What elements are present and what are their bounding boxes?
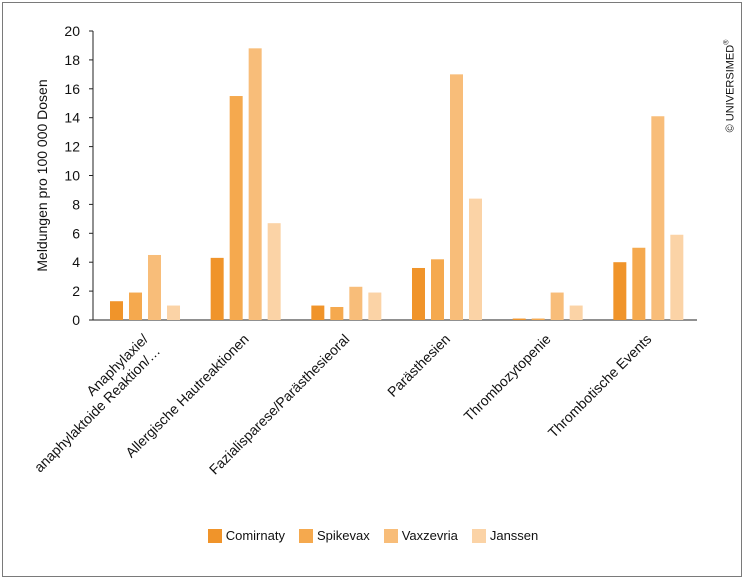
bar-spikevax-6 bbox=[632, 247, 646, 320]
bar-comirnaty-2 bbox=[210, 257, 224, 320]
legend-swatch-janssen bbox=[471, 528, 486, 543]
legend-item-janssen: Janssen bbox=[471, 528, 539, 543]
bar-janssen-2 bbox=[267, 223, 281, 320]
y-tick-label: 2 bbox=[72, 283, 80, 299]
copyright-notice: © UNIVERSIMED® bbox=[723, 39, 737, 133]
bar-janssen-5 bbox=[569, 305, 583, 320]
legend-label-vaxzevria: Vaxzevria bbox=[401, 528, 458, 543]
bar-comirnaty-4 bbox=[412, 267, 425, 320]
bar-spikevax-2 bbox=[229, 96, 243, 321]
bar-comirnaty-3 bbox=[311, 305, 325, 320]
bar-comirnaty-1 bbox=[110, 301, 123, 320]
y-tick-label: 18 bbox=[64, 52, 80, 68]
y-tick-label: 8 bbox=[72, 196, 80, 212]
x-tick-label: Parästhesien bbox=[384, 331, 453, 400]
y-axis-title: Meldungen pro 100 000 Dosen bbox=[34, 79, 50, 271]
bar-spikevax-4 bbox=[431, 259, 444, 320]
bar-vaxzevria-3 bbox=[349, 286, 363, 320]
bar-comirnaty-6 bbox=[613, 262, 627, 320]
bar-janssen-3 bbox=[368, 292, 382, 320]
x-tick-label: Thrombotische Events bbox=[545, 331, 655, 441]
y-tick-label: 10 bbox=[64, 168, 80, 184]
legend-item-spikevax: Spikevax bbox=[298, 528, 370, 543]
legend-swatch-vaxzevria bbox=[383, 528, 398, 543]
bar-spikevax-5 bbox=[531, 318, 545, 320]
bar-vaxzevria-4 bbox=[450, 74, 463, 320]
y-tick-label: 20 bbox=[64, 23, 80, 39]
x-tick-label: Thrombozytopenie bbox=[460, 331, 553, 424]
bar-janssen-6 bbox=[670, 234, 684, 320]
bar-janssen-4 bbox=[469, 198, 482, 320]
bar-comirnaty-5 bbox=[512, 318, 526, 320]
bar-spikevax-3 bbox=[330, 306, 344, 320]
legend-label-comirnaty: Comirnaty bbox=[225, 528, 285, 543]
legend-item-comirnaty: Comirnaty bbox=[207, 528, 285, 543]
legend-label-janssen: Janssen bbox=[489, 528, 539, 543]
y-tick-label: 12 bbox=[64, 139, 80, 155]
bar-janssen-1 bbox=[167, 305, 180, 320]
bar-vaxzevria-1 bbox=[148, 254, 161, 320]
y-tick-label: 14 bbox=[64, 110, 80, 126]
legend-swatch-comirnaty bbox=[207, 528, 222, 543]
bar-vaxzevria-2 bbox=[248, 48, 262, 321]
x-tick-label: Anaphylaxie/anaphylaktoide Reaktion/… bbox=[19, 331, 163, 475]
legend-label-spikevax: Spikevax bbox=[316, 528, 370, 543]
y-tick-label: 6 bbox=[72, 225, 80, 241]
legend: Comirnaty Spikevax Vaxzevria Janssen bbox=[0, 528, 746, 543]
legend-item-vaxzevria: Vaxzevria bbox=[383, 528, 458, 543]
bar-vaxzevria-6 bbox=[651, 116, 665, 320]
y-tick-label: 4 bbox=[72, 254, 80, 270]
y-tick-label: 16 bbox=[64, 81, 80, 97]
y-tick-label: 0 bbox=[72, 312, 80, 328]
bar-spikevax-1 bbox=[129, 292, 142, 320]
legend-swatch-spikevax bbox=[298, 528, 313, 543]
bar-vaxzevria-5 bbox=[550, 292, 564, 320]
